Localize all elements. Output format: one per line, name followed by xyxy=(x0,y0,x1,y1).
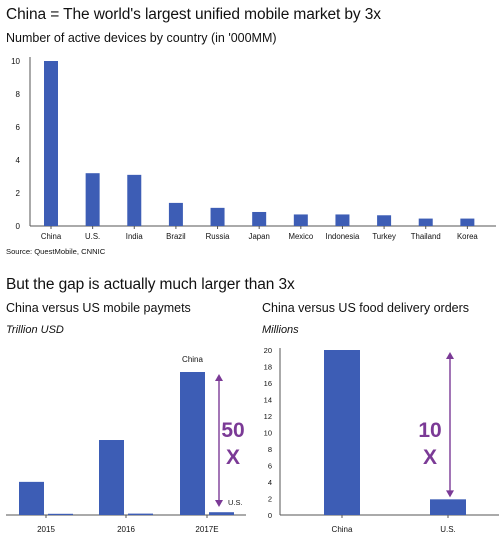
y-tick-label: 4 xyxy=(16,156,21,165)
us-bar-label: U.S. xyxy=(228,498,243,507)
bar-us xyxy=(85,173,100,226)
y-tick-label: 16 xyxy=(264,379,272,388)
x-tick-label: Japan xyxy=(249,232,270,241)
x-tick-label: Turkey xyxy=(372,232,396,241)
main-subtitle: Number of active devices by country (in … xyxy=(6,31,277,45)
food-chart-title: China versus US food delivery orders xyxy=(262,301,470,315)
y-tick-label: 4 xyxy=(268,478,272,487)
y-tick-label: 10 xyxy=(11,57,20,66)
x-tick-label: U.S. xyxy=(440,525,456,534)
y-tick-label: 8 xyxy=(268,445,272,454)
bar-china xyxy=(324,350,360,515)
multiplier-arrow-head-down xyxy=(446,490,454,498)
food-bar-chart: 0 2 4 6 8 10 12 14 16 18 20 China U.S. 10 X xyxy=(264,346,499,534)
y-tick-label: 6 xyxy=(16,123,21,132)
multiplier-arrow-head-up xyxy=(446,352,454,359)
bar-china-2016 xyxy=(99,440,124,515)
bar-us xyxy=(430,499,466,515)
multiplier-arrow-head-down xyxy=(215,500,223,507)
y-tick-label: 6 xyxy=(268,462,272,471)
bar-russia xyxy=(210,207,225,226)
source-note: Source: QuestMobile, CNNIC xyxy=(6,247,106,256)
x-tick-label: Russia xyxy=(206,232,230,241)
china-bar-label: China xyxy=(182,355,203,364)
y-tick-label: 10 xyxy=(264,429,272,438)
y-tick-label: 14 xyxy=(264,396,272,405)
y-tick-label: 2 xyxy=(16,189,21,198)
x-tick-label: U.S. xyxy=(85,232,100,241)
bar-us-2015 xyxy=(48,513,73,515)
multiplier-number: 50 xyxy=(221,419,244,442)
payments-y-unit: Trillion USD xyxy=(6,324,64,336)
multiplier-x: X xyxy=(423,446,437,469)
y-tick-label: 0 xyxy=(16,222,21,231)
x-tick-label: Brazil xyxy=(166,232,186,241)
x-tick-label: Mexico xyxy=(288,232,313,241)
y-tick-label: 8 xyxy=(16,90,21,99)
x-tick-label: 2016 xyxy=(117,525,135,534)
bar-china-2017E xyxy=(180,372,205,515)
bar-india xyxy=(127,174,142,226)
multiplier-arrow-head-up xyxy=(215,374,223,381)
bar-brazil xyxy=(168,202,183,226)
bar-mexico xyxy=(293,214,308,226)
payments-bar-chart: 2015 2016 2017E China U.S. 50 X xyxy=(6,355,246,534)
multiplier-x: X xyxy=(226,446,240,469)
x-tick-label: Korea xyxy=(457,232,478,241)
bar-china xyxy=(44,61,58,226)
x-tick-label: India xyxy=(126,232,144,241)
y-tick-label: 12 xyxy=(264,412,272,421)
bar-turkey xyxy=(377,215,392,226)
y-tick-label: 2 xyxy=(268,495,272,504)
main-title: China = The world's largest unified mobi… xyxy=(6,6,381,23)
x-tick-label: 2015 xyxy=(37,525,55,534)
section2-title: But the gap is actually much larger than… xyxy=(6,276,295,293)
x-tick-label: China xyxy=(41,232,62,241)
x-tick-label: China xyxy=(332,525,353,534)
y-tick-label: 18 xyxy=(264,363,272,372)
multiplier-number: 10 xyxy=(418,419,441,442)
payments-chart-title: China versus US mobile paymets xyxy=(6,301,191,315)
devices-bar-chart: 0 2 4 6 8 10 China U.S. India Brazil Russia Japan Me… xyxy=(11,57,496,241)
bar-japan xyxy=(252,211,267,226)
bar-us-2016 xyxy=(128,513,153,515)
y-tick-label: 20 xyxy=(264,346,272,355)
y-tick-label: 0 xyxy=(268,511,272,520)
food-y-unit: Millions xyxy=(262,324,299,336)
x-tick-label: Indonesia xyxy=(326,232,360,241)
bar-indonesia xyxy=(335,214,350,226)
bar-china-2015 xyxy=(19,481,44,515)
bar-us-2017E xyxy=(209,512,234,515)
bar-korea xyxy=(460,218,475,226)
x-tick-label: 2017E xyxy=(195,525,218,534)
x-tick-label: Thailand xyxy=(411,232,441,241)
bar-thailand xyxy=(418,218,433,226)
